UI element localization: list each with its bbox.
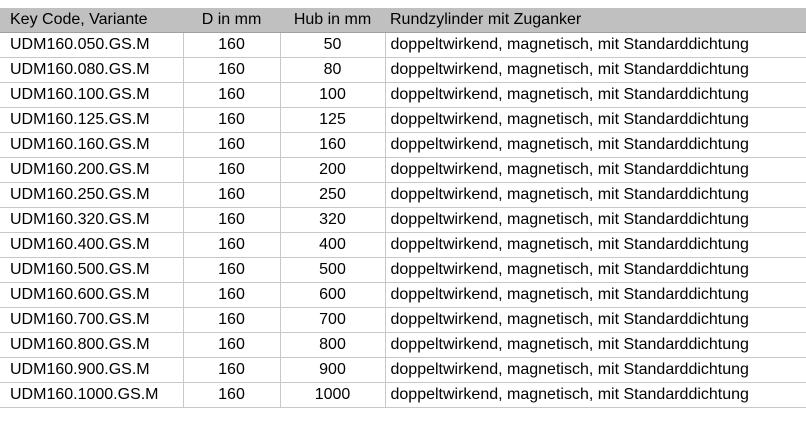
key-code-cell: UDM160.800.GS.M	[0, 332, 184, 358]
description-cell: doppeltwirkend, magnetisch, mit Standard…	[385, 107, 806, 133]
product-table: Key Code, Variante D in mm Hub in mm Run…	[0, 8, 806, 408]
table-row: UDM160.800.GS.M 160 800 doppeltwirkend, mag…	[0, 332, 806, 358]
diameter-cell: 160	[183, 82, 281, 108]
table-row: UDM160.700.GS.M 160 700 doppeltwirkend, mag…	[0, 307, 806, 333]
table-row: UDM160.080.GS.M 160 80 doppeltwirkend, magn…	[0, 57, 806, 83]
diameter-cell: 160	[183, 132, 281, 158]
key-code-cell: UDM160.250.GS.M	[0, 182, 184, 208]
description-cell: doppeltwirkend, magnetisch, mit Standard…	[385, 357, 806, 383]
description-cell: doppeltwirkend, magnetisch, mit Standard…	[385, 82, 806, 108]
stroke-cell: 400	[280, 232, 386, 258]
diameter-cell: 160	[183, 357, 281, 383]
table-row: UDM160.250.GS.M 160 250 doppeltwirkend, mag…	[0, 182, 806, 208]
diameter-cell: 160	[183, 257, 281, 283]
stroke-cell: 250	[280, 182, 386, 208]
description-cell: doppeltwirkend, magnetisch, mit Standard…	[385, 207, 806, 233]
key-code-cell: UDM160.700.GS.M	[0, 307, 184, 333]
diameter-cell: 160	[183, 307, 281, 333]
table-row: UDM160.100.GS.M 160 100 doppeltwirkend, mag…	[0, 82, 806, 108]
description-cell: doppeltwirkend, magnetisch, mit Standard…	[385, 182, 806, 208]
stroke-cell: 900	[280, 357, 386, 383]
description-cell: doppeltwirkend, magnetisch, mit Standard…	[385, 57, 806, 83]
diameter-cell: 160	[183, 382, 281, 408]
diameter-cell: 160	[183, 157, 281, 183]
key-code-cell: UDM160.600.GS.M	[0, 282, 184, 308]
description-cell: doppeltwirkend, magnetisch, mit Standard…	[385, 307, 806, 333]
table-row: UDM160.900.GS.M 160 900 doppeltwirkend, mag…	[0, 357, 806, 383]
stroke-cell: 125	[280, 107, 386, 133]
stroke-cell: 700	[280, 307, 386, 333]
stroke-cell: 320	[280, 207, 386, 233]
description-cell: doppeltwirkend, magnetisch, mit Standard…	[385, 157, 806, 183]
header-key-code: Key Code, Variante	[0, 8, 183, 33]
header-description: Rundzylinder mit Zuganker	[385, 8, 806, 33]
key-code-cell: UDM160.900.GS.M	[0, 357, 184, 383]
diameter-cell: 160	[183, 57, 281, 83]
table-row: UDM160.400.GS.M 160 400 doppeltwirkend, mag…	[0, 232, 806, 258]
table-row: UDM160.050.GS.M 160 50 doppeltwirkend, magn…	[0, 32, 806, 58]
header-diameter: D in mm	[183, 8, 280, 33]
table-row: UDM160.500.GS.M 160 500 doppeltwirkend, mag…	[0, 257, 806, 283]
description-cell: doppeltwirkend, magnetisch, mit Standard…	[385, 332, 806, 358]
key-code-cell: UDM160.050.GS.M	[0, 32, 184, 58]
stroke-cell: 600	[280, 282, 386, 308]
description-cell: doppeltwirkend, magnetisch, mit Standard…	[385, 32, 806, 58]
stroke-cell: 1000	[280, 382, 386, 408]
key-code-cell: UDM160.125.GS.M	[0, 107, 184, 133]
diameter-cell: 160	[183, 232, 281, 258]
diameter-cell: 160	[183, 332, 281, 358]
table-row: UDM160.1000.GS.M 160 1000 doppeltwirkend, m…	[0, 382, 806, 408]
description-cell: doppeltwirkend, magnetisch, mit Standard…	[385, 232, 806, 258]
key-code-cell: UDM160.200.GS.M	[0, 157, 184, 183]
table-row: UDM160.160.GS.M 160 160 doppeltwirkend, mag…	[0, 132, 806, 158]
key-code-cell: UDM160.160.GS.M	[0, 132, 184, 158]
key-code-cell: UDM160.100.GS.M	[0, 82, 184, 108]
stroke-cell: 200	[280, 157, 386, 183]
stroke-cell: 50	[280, 32, 386, 58]
diameter-cell: 160	[183, 207, 281, 233]
table-row: UDM160.320.GS.M 160 320 doppeltwirkend, mag…	[0, 207, 806, 233]
diameter-cell: 160	[183, 107, 281, 133]
stroke-cell: 800	[280, 332, 386, 358]
stroke-cell: 500	[280, 257, 386, 283]
header-row: Key Code, Variante D in mm Hub in mm Run…	[0, 8, 806, 33]
table-row: UDM160.200.GS.M 160 200 doppeltwirkend, mag…	[0, 157, 806, 183]
key-code-cell: UDM160.400.GS.M	[0, 232, 184, 258]
table-row: UDM160.125.GS.M 160 125 doppeltwirkend, mag…	[0, 107, 806, 133]
header-stroke: Hub in mm	[280, 8, 385, 33]
key-code-cell: UDM160.080.GS.M	[0, 57, 184, 83]
key-code-cell: UDM160.320.GS.M	[0, 207, 184, 233]
stroke-cell: 160	[280, 132, 386, 158]
description-cell: doppeltwirkend, magnetisch, mit Standard…	[385, 257, 806, 283]
key-code-cell: UDM160.500.GS.M	[0, 257, 184, 283]
stroke-cell: 80	[280, 57, 386, 83]
diameter-cell: 160	[183, 282, 281, 308]
description-cell: doppeltwirkend, magnetisch, mit Standard…	[385, 282, 806, 308]
diameter-cell: 160	[183, 32, 281, 58]
stroke-cell: 100	[280, 82, 386, 108]
table-row: UDM160.600.GS.M 160 600 doppeltwirkend, mag…	[0, 282, 806, 308]
diameter-cell: 160	[183, 182, 281, 208]
description-cell: doppeltwirkend, magnetisch, mit Standard…	[385, 132, 806, 158]
key-code-cell: UDM160.1000.GS.M	[0, 382, 184, 408]
description-cell: doppeltwirkend, magnetisch, mit Standard…	[385, 382, 806, 408]
